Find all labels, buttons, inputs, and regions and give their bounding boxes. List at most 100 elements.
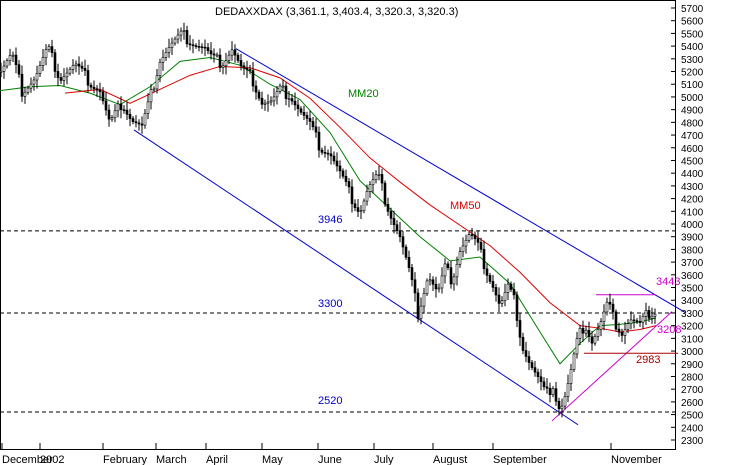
candle-body bbox=[125, 109, 129, 115]
annotation-2983: 2983 bbox=[636, 354, 660, 366]
candle-body bbox=[221, 65, 225, 68]
candle-body bbox=[5, 60, 9, 67]
candle-body bbox=[212, 53, 216, 56]
candle-body bbox=[53, 52, 57, 72]
candle-body bbox=[401, 236, 405, 248]
candle-body bbox=[470, 234, 474, 236]
candle-body bbox=[275, 91, 279, 98]
candle-body bbox=[218, 54, 222, 68]
candle-body bbox=[545, 386, 549, 389]
candle-body bbox=[32, 79, 36, 85]
candle-body bbox=[215, 54, 219, 57]
x-tick-label: February bbox=[103, 454, 148, 465]
mm20-line bbox=[0, 57, 657, 365]
candle-body bbox=[158, 61, 162, 76]
candle-body bbox=[407, 256, 411, 268]
candle-body bbox=[200, 46, 204, 49]
candle-body bbox=[518, 320, 522, 338]
candle-body bbox=[524, 350, 528, 357]
candle-body bbox=[71, 65, 75, 70]
candle-body bbox=[107, 109, 111, 120]
candle-body bbox=[92, 86, 96, 89]
x-tick-label: April bbox=[206, 454, 228, 465]
x-tick-label: November bbox=[611, 454, 662, 465]
candle-body bbox=[35, 73, 39, 81]
candle-body bbox=[593, 336, 597, 344]
candle-body bbox=[239, 60, 243, 67]
candle-body bbox=[473, 234, 477, 239]
y-tick-label: 4900 bbox=[681, 106, 704, 117]
candle-body bbox=[269, 100, 273, 103]
y-tick-label: 3100 bbox=[681, 334, 704, 345]
candle-body bbox=[416, 292, 420, 319]
candle-body bbox=[512, 289, 516, 296]
candle-body bbox=[191, 44, 195, 47]
candle-body bbox=[491, 281, 495, 288]
candle-body bbox=[515, 294, 519, 321]
candle-body bbox=[149, 89, 153, 103]
y-tick-label: 5100 bbox=[681, 80, 704, 91]
x-tick-label: September bbox=[493, 454, 547, 465]
y-tick-label: 4200 bbox=[681, 195, 704, 206]
candle-body bbox=[398, 230, 402, 238]
candle-body bbox=[140, 123, 144, 126]
candle-body bbox=[293, 100, 297, 106]
candle-body bbox=[476, 238, 480, 243]
candle-body bbox=[206, 47, 210, 52]
annotations: 3946 3300 2520 3443 3208 2983 MM20 MM50 bbox=[318, 88, 681, 407]
candle-body bbox=[17, 64, 21, 75]
annotation-mm50: MM50 bbox=[450, 200, 481, 212]
candle-body bbox=[554, 388, 558, 402]
candle-body bbox=[185, 30, 189, 45]
candle-body bbox=[623, 329, 627, 336]
y-tick-label: 4400 bbox=[681, 169, 704, 180]
x-tick-label: March bbox=[156, 454, 187, 465]
candle-body bbox=[326, 152, 330, 155]
series-lines bbox=[0, 57, 657, 365]
y-tick-label: 2400 bbox=[681, 423, 704, 434]
candle-body bbox=[230, 49, 234, 56]
candle-body bbox=[209, 50, 213, 55]
candle-body bbox=[308, 118, 312, 122]
candle-body bbox=[338, 165, 342, 172]
candle-body bbox=[428, 279, 432, 282]
y-tick-label: 3600 bbox=[681, 271, 704, 282]
trend-line bbox=[235, 48, 687, 314]
candle-body bbox=[533, 367, 537, 373]
candle-body bbox=[272, 96, 276, 102]
y-tick-label: 2900 bbox=[681, 360, 704, 371]
candle-body bbox=[41, 57, 45, 66]
candle-body bbox=[242, 65, 246, 69]
candle-body bbox=[359, 210, 363, 213]
candle-body bbox=[167, 47, 171, 53]
annotation-2520: 2520 bbox=[318, 395, 342, 407]
candle-body bbox=[422, 293, 426, 307]
candle-body bbox=[287, 98, 291, 100]
candle-body bbox=[569, 369, 573, 384]
candle-body bbox=[0, 70, 3, 73]
annotation-mm20: MM20 bbox=[348, 88, 379, 100]
candle-body bbox=[362, 200, 366, 212]
y-tick-label: 2700 bbox=[681, 385, 704, 396]
candle-body bbox=[227, 54, 231, 61]
candle-body bbox=[332, 155, 336, 162]
y-tick-label: 4000 bbox=[681, 220, 704, 231]
y-tick-label: 3200 bbox=[681, 322, 704, 333]
candle-body bbox=[596, 329, 600, 337]
candle-body bbox=[50, 46, 54, 53]
y-tick-label: 4300 bbox=[681, 182, 704, 193]
candle-body bbox=[116, 103, 120, 112]
candle-body bbox=[164, 52, 168, 58]
candle-body bbox=[98, 89, 102, 93]
candle-body bbox=[653, 313, 657, 317]
candle-body bbox=[251, 70, 255, 87]
candle-body bbox=[506, 283, 510, 293]
candle-body bbox=[431, 279, 435, 285]
candle-body bbox=[479, 241, 483, 250]
y-tick-label: 5200 bbox=[681, 68, 704, 79]
candle-body bbox=[452, 276, 456, 285]
candle-body bbox=[44, 49, 48, 58]
candle-body bbox=[299, 108, 303, 113]
candle-body bbox=[527, 356, 531, 363]
